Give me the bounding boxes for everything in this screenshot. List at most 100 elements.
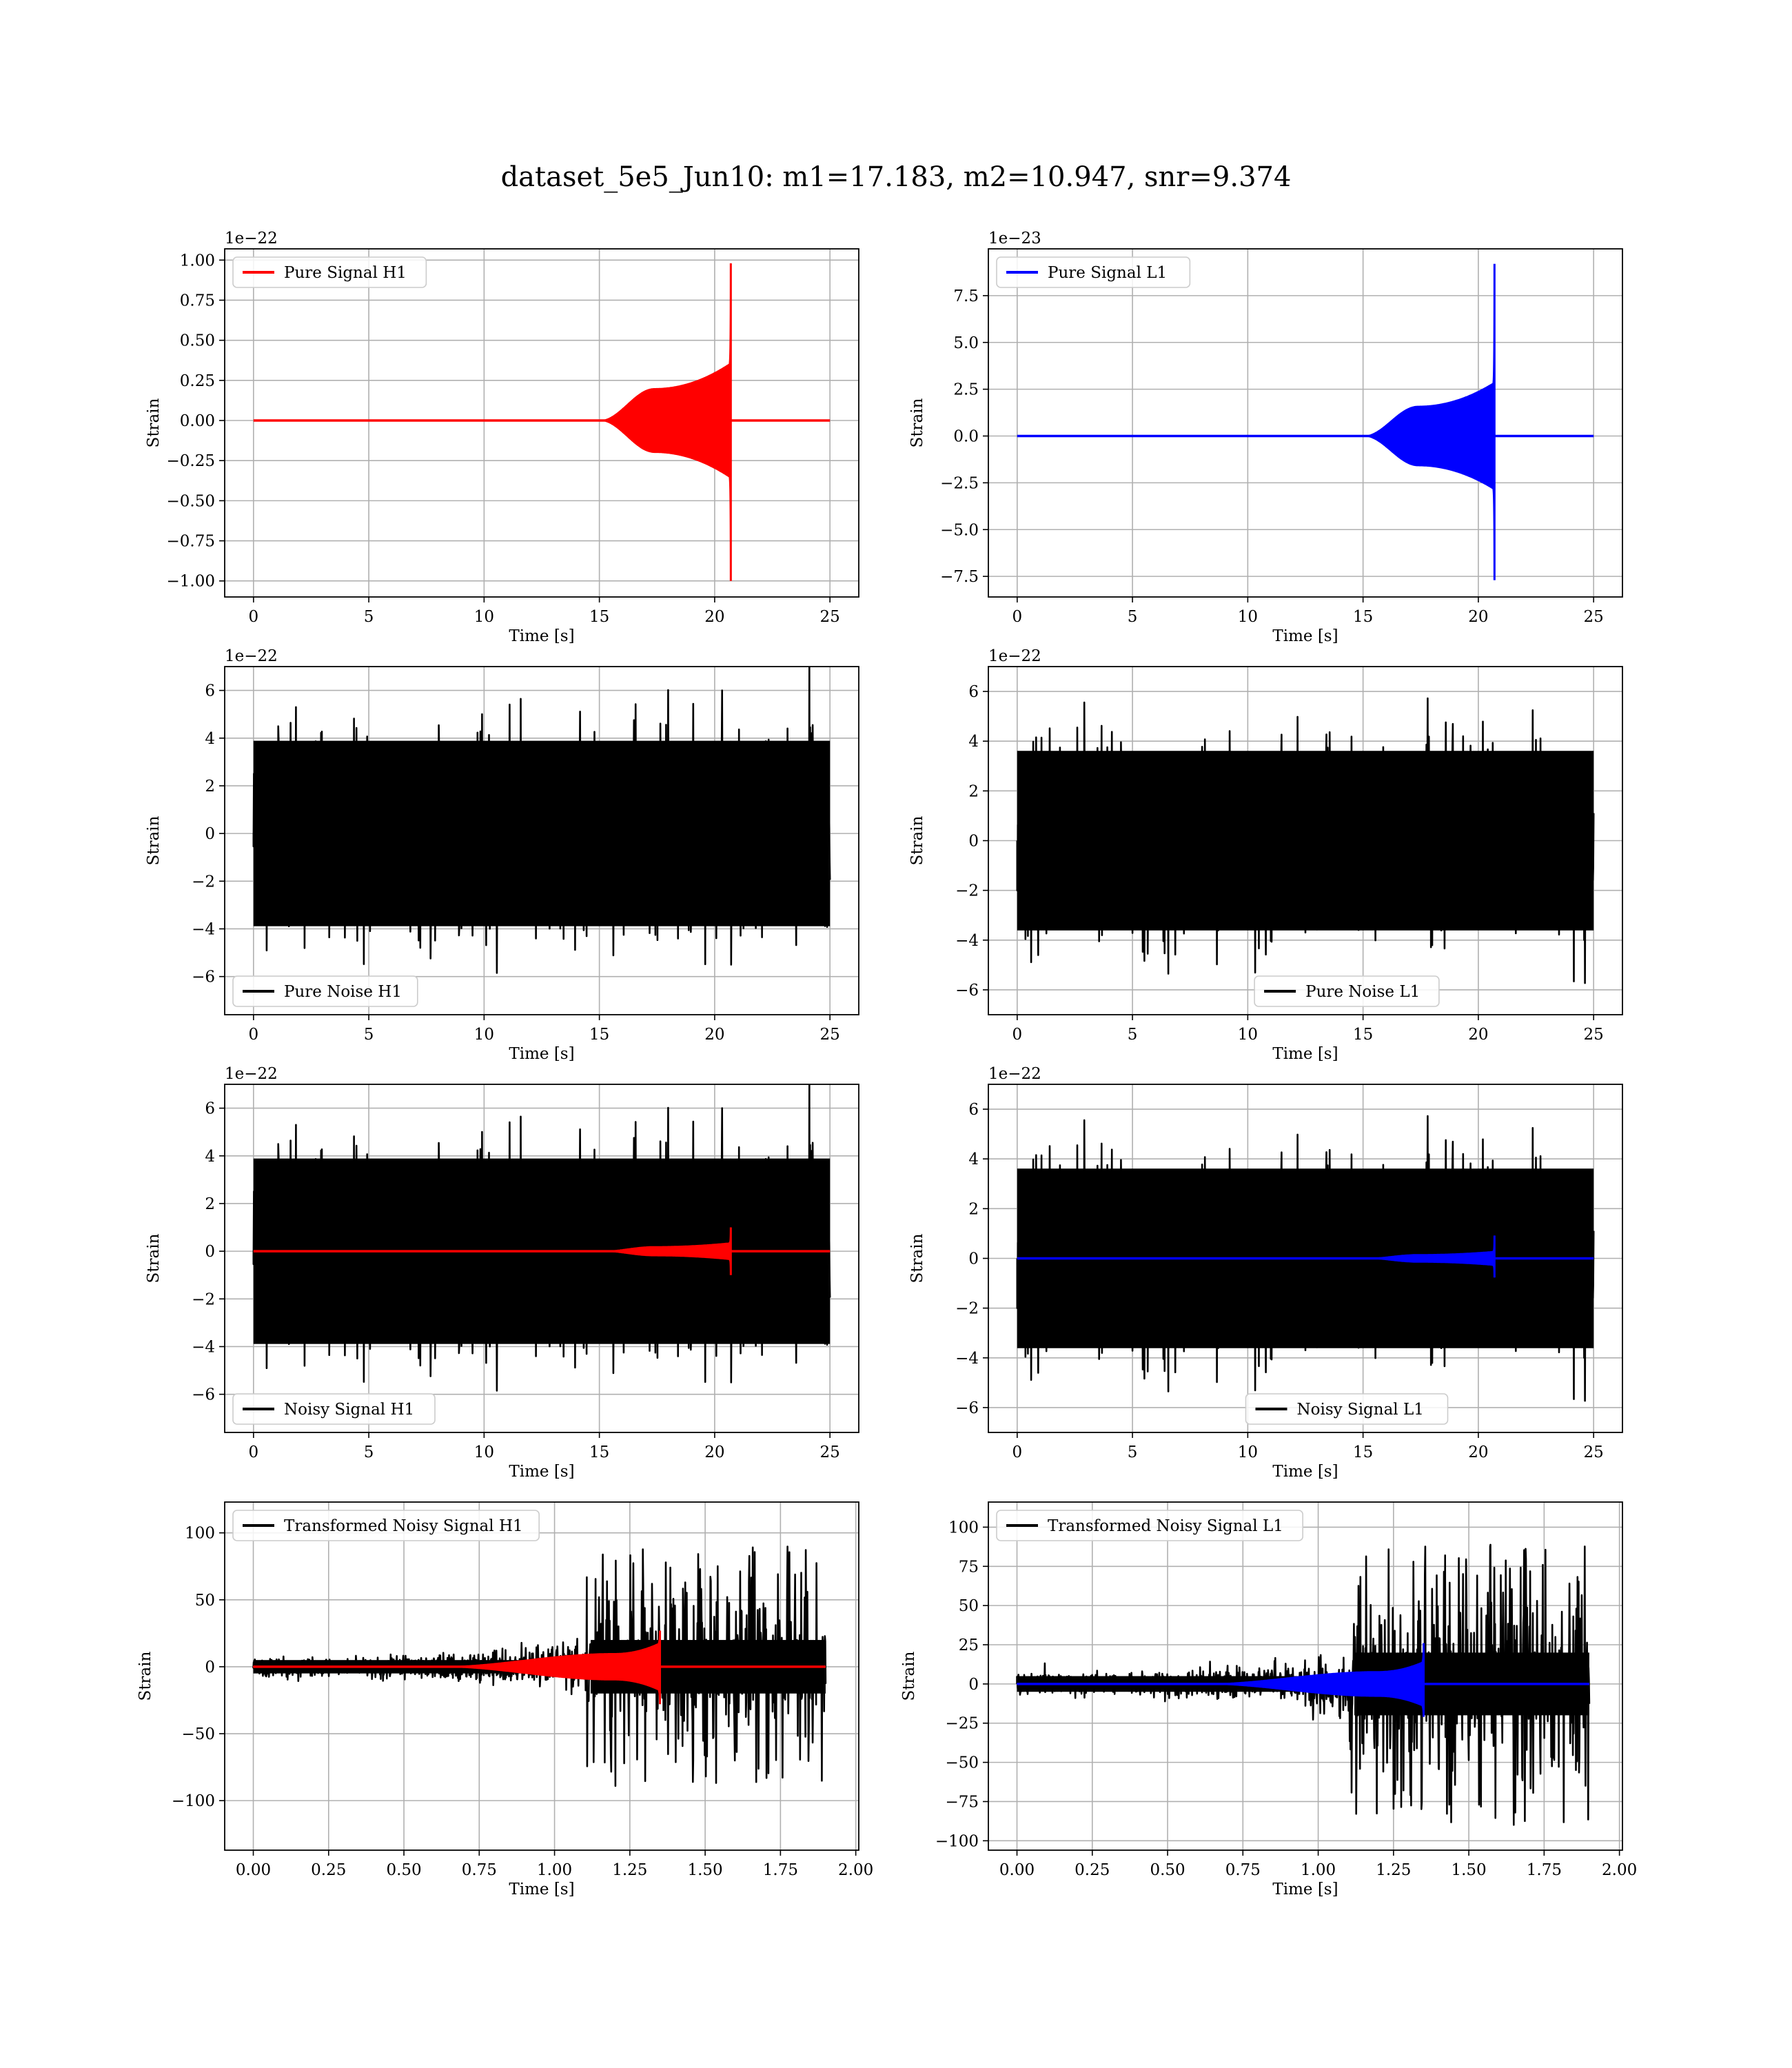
x-tick-label: 5 — [1128, 1443, 1138, 1461]
y-tick-label: 0 — [205, 825, 215, 843]
legend-label: Noisy Signal H1 — [284, 1401, 414, 1419]
axes-frame — [224, 1501, 859, 1851]
series-merger-spike — [729, 1227, 732, 1275]
x-tick-label: 5 — [364, 1026, 374, 1044]
x-axis-label: Time [s] — [1272, 627, 1338, 645]
series-group — [1016, 1543, 1591, 1826]
x-tick-label: 10 — [474, 1026, 494, 1044]
y-tick-label: −100 — [935, 1832, 979, 1850]
x-axis-label: Time [s] — [1272, 1045, 1338, 1063]
y-tick-label: −2.5 — [940, 474, 979, 492]
y-tick-label: −4 — [192, 920, 215, 938]
x-tick-label: 15 — [589, 1443, 609, 1461]
x-tick-label: 1.00 — [537, 1861, 572, 1879]
x-tick-label: 20 — [704, 1026, 724, 1044]
legend: Pure Noise L1 — [1254, 975, 1440, 1007]
series-group — [1016, 1115, 1595, 1402]
series-group — [1016, 697, 1595, 984]
y-tick-label: 1.00 — [180, 252, 215, 270]
legend-box — [232, 1510, 540, 1541]
x-tick-label: 10 — [474, 1443, 494, 1461]
y-tick-label: 6 — [205, 682, 215, 700]
legend-label: Transformed Noisy Signal L1 — [1048, 1517, 1283, 1535]
y-tick-label: −4 — [192, 1338, 215, 1356]
legend-box — [996, 1510, 1304, 1541]
x-tick-label: 0 — [248, 1026, 258, 1044]
legend: Pure Signal H1 — [232, 256, 427, 288]
panel-transformed-noisy-signal-h1: 0.00 0.25 0.50 0.75 1.00 1.25 1.50 1.75 2.00 −100… — [136, 1501, 873, 1898]
x-tick-label: 15 — [1353, 1026, 1373, 1044]
legend-label: Pure Signal L1 — [1048, 264, 1167, 282]
x-tick-label: 15 — [589, 608, 609, 626]
panel-noisy-signal-l1: 0 5 10 15 20 25 −6 −4 −2 0 2 4 6 Time [s] Strain 1e−22 N… — [908, 1065, 1623, 1481]
y-tick-label: −50 — [181, 1725, 215, 1743]
x-tick-label: 20 — [704, 1443, 724, 1461]
x-tick-label: 0.25 — [1075, 1861, 1110, 1879]
y-tick-label: −6 — [192, 1386, 215, 1404]
x-tick-label: 5 — [364, 608, 374, 626]
y-tick-label: −2 — [192, 1290, 215, 1308]
legend-label: Transformed Noisy Signal H1 — [284, 1517, 523, 1535]
axes-frame — [988, 248, 1623, 598]
x-tick-label: 15 — [589, 1026, 609, 1044]
y-axis-label: Strain — [908, 398, 926, 447]
y-tick-label: 6 — [968, 683, 979, 701]
x-tick-label: 15 — [1353, 1443, 1373, 1461]
y-tick-label: −2 — [192, 873, 215, 891]
y-tick-label: 0.75 — [180, 292, 215, 310]
y-tick-label: −0.50 — [167, 492, 215, 510]
y-tick-label: 6 — [968, 1101, 979, 1119]
x-axis-label: Time [s] — [509, 1463, 574, 1481]
axes-frame — [224, 248, 859, 598]
axes-frame — [224, 1084, 859, 1433]
x-tick-label: 20 — [1468, 608, 1488, 626]
x-tick-label: 0.25 — [311, 1861, 346, 1879]
x-axis-label: Time [s] — [509, 1045, 574, 1063]
y-tick-label: −6 — [192, 969, 215, 986]
x-tick-label: 1.50 — [1451, 1861, 1486, 1879]
y-axis-label: Strain — [908, 815, 926, 865]
x-axis-label: Time [s] — [509, 627, 574, 645]
y-tick-label: 0.00 — [180, 412, 215, 430]
series-group — [252, 667, 831, 974]
x-axis-label: Time [s] — [1272, 1463, 1338, 1481]
x-tick-label: 1.25 — [1376, 1861, 1411, 1879]
x-tick-label: 25 — [820, 1026, 840, 1044]
x-tick-label: 1.75 — [763, 1861, 798, 1879]
y-tick-label: 100 — [185, 1525, 215, 1543]
y-tick-label: −7.5 — [940, 568, 979, 586]
legend-box — [232, 256, 427, 288]
legend-box — [232, 1393, 436, 1425]
x-tick-label: 10 — [474, 608, 494, 626]
y-tick-label: −5.0 — [940, 521, 979, 539]
legend-box — [232, 975, 418, 1007]
y-tick-label: 6 — [205, 1100, 215, 1118]
y-tick-label: 2 — [968, 782, 979, 800]
legend-label: Noisy Signal L1 — [1297, 1401, 1424, 1419]
y-tick-label: −4 — [955, 1350, 979, 1368]
legend: Pure Noise H1 — [232, 975, 418, 1007]
axes-frame — [988, 1501, 1623, 1851]
series-merger-spike — [729, 263, 732, 581]
axis-offset-label: 1e−22 — [988, 647, 1041, 665]
x-tick-label: 10 — [1238, 1443, 1258, 1461]
panel-pure-signal-l1: 0 5 10 15 20 25 −7.5 −5.0 −2.5 0.0 2.5 5.0 7.5 Time [… — [908, 230, 1623, 645]
y-tick-label: 4 — [205, 730, 215, 748]
panel-pure-noise-h1: 0 5 10 15 20 25 −6 −4 −2 0 2 4 6 Time [s] Strain 1e−22 P… — [145, 647, 859, 1063]
x-tick-label: 1.00 — [1301, 1861, 1336, 1879]
x-tick-label: 0 — [1012, 1443, 1022, 1461]
x-tick-label: 20 — [1468, 1026, 1488, 1044]
y-tick-label: 7.5 — [953, 287, 979, 305]
panel-transformed-noisy-signal-l1: 0.00 0.25 0.50 0.75 1.00 1.25 1.50 1.75 2.00 −100… — [900, 1501, 1637, 1898]
y-tick-label: 0.25 — [180, 372, 215, 390]
series-line — [252, 667, 831, 974]
x-tick-label: 2.00 — [1602, 1861, 1637, 1879]
legend: Transformed Noisy Signal L1 — [996, 1510, 1304, 1541]
x-tick-label: 0.50 — [386, 1861, 421, 1879]
axes-frame — [224, 666, 859, 1015]
x-tick-label: 0 — [1012, 1026, 1022, 1044]
series-group — [253, 263, 831, 581]
series-merger-spike — [658, 1630, 662, 1705]
y-tick-label: 0 — [968, 1250, 979, 1268]
